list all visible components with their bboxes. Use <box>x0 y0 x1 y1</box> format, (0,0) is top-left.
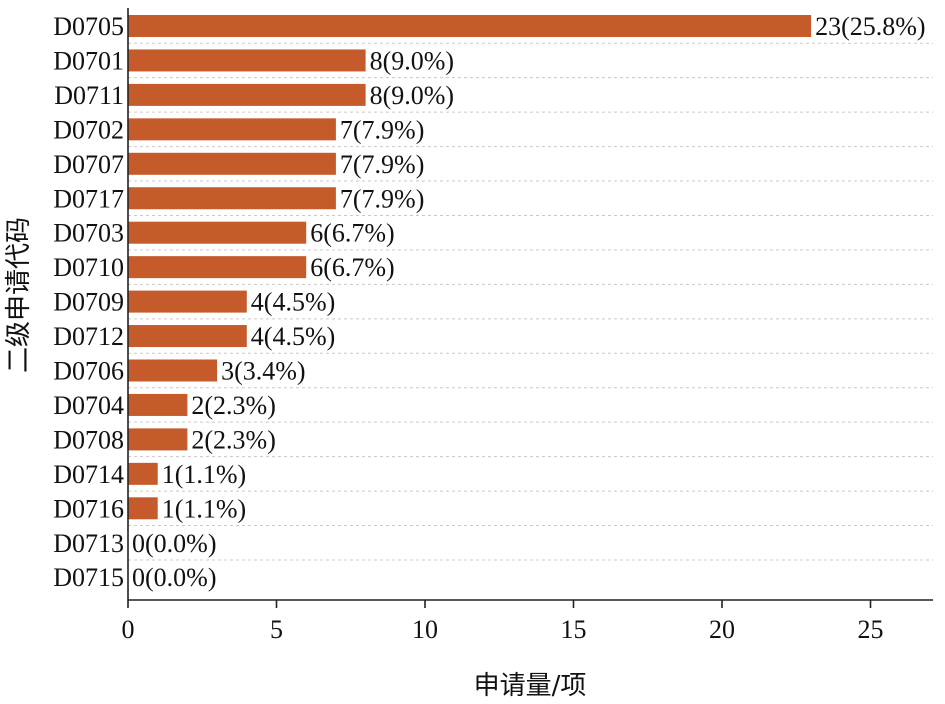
x-tick-labels: 0 5 10 15 20 25 <box>122 600 884 644</box>
x-tick-label: 25 <box>858 615 884 644</box>
category-label: D0708 <box>53 425 124 454</box>
data-label: 7(7.9%) <box>340 115 424 144</box>
x-tick-label: 5 <box>270 615 283 644</box>
data-label: 8(9.0%) <box>370 46 454 75</box>
category-labels: D0705 D0701 D0711 D0702 D0707 D0717 D0703 D0710… <box>53 12 124 592</box>
y-axis-title: 二级申请代码 <box>4 217 34 373</box>
bar-D0708 <box>128 428 188 451</box>
data-label: 1(1.1%) <box>162 494 246 523</box>
x-tick-label: 10 <box>412 615 438 644</box>
data-label: 2(2.3%) <box>191 425 275 454</box>
data-label: 2(2.3%) <box>191 391 275 420</box>
category-label: D0717 <box>53 184 124 213</box>
category-label: D0706 <box>53 357 124 386</box>
data-label: 23(25.8%) <box>815 12 925 41</box>
bar-D0712 <box>128 325 247 348</box>
axes <box>127 8 933 601</box>
category-label: D0711 <box>54 81 124 110</box>
bar-D0706 <box>128 359 218 382</box>
category-label: D0714 <box>53 460 124 489</box>
bar-D0707 <box>128 152 336 175</box>
data-label: 4(4.5%) <box>251 288 335 317</box>
gridlines <box>128 42 933 561</box>
data-label: 8(9.0%) <box>370 81 454 110</box>
category-label: D0705 <box>53 12 124 41</box>
bar-D0716 <box>128 497 158 520</box>
bars <box>128 15 812 520</box>
bar-D0710 <box>128 256 307 279</box>
category-label: D0701 <box>53 46 124 75</box>
category-label: D0707 <box>53 150 124 179</box>
data-label: 0(0.0%) <box>132 563 216 592</box>
bar-D0709 <box>128 290 247 313</box>
category-label: D0716 <box>53 494 124 523</box>
x-tick-label: 15 <box>561 615 587 644</box>
data-label: 0(0.0%) <box>132 529 216 558</box>
category-label: D0713 <box>53 529 124 558</box>
category-label: D0710 <box>53 253 124 282</box>
data-label: 1(1.1%) <box>162 460 246 489</box>
category-label: D0712 <box>53 322 124 351</box>
data-labels: 23(25.8%) 8(9.0%) 8(9.0%) 7(7.9%) 7(7.9%) 7(7… <box>132 12 926 592</box>
category-label: D0702 <box>53 115 124 144</box>
bar-D0703 <box>128 221 307 244</box>
data-label: 7(7.9%) <box>340 150 424 179</box>
bar-D0714 <box>128 462 158 485</box>
category-label: D0703 <box>53 219 124 248</box>
bar-D0704 <box>128 393 188 416</box>
x-tick-label: 0 <box>122 615 135 644</box>
data-label: 6(6.7%) <box>310 253 394 282</box>
category-label: D0709 <box>53 288 124 317</box>
data-label: 4(4.5%) <box>251 322 335 351</box>
bar-D0705 <box>128 15 812 37</box>
bar-D0711 <box>128 83 366 106</box>
data-label: 3(3.4%) <box>221 357 305 386</box>
x-tick-label: 20 <box>709 615 735 644</box>
bar-D0702 <box>128 118 336 141</box>
category-label: D0704 <box>53 391 124 420</box>
category-label: D0715 <box>53 563 124 592</box>
bar-D0701 <box>128 49 366 72</box>
bar-D0717 <box>128 187 336 210</box>
x-axis-title: 申请量/项 <box>474 671 587 701</box>
data-label: 7(7.9%) <box>340 184 424 213</box>
data-label: 6(6.7%) <box>310 219 394 248</box>
